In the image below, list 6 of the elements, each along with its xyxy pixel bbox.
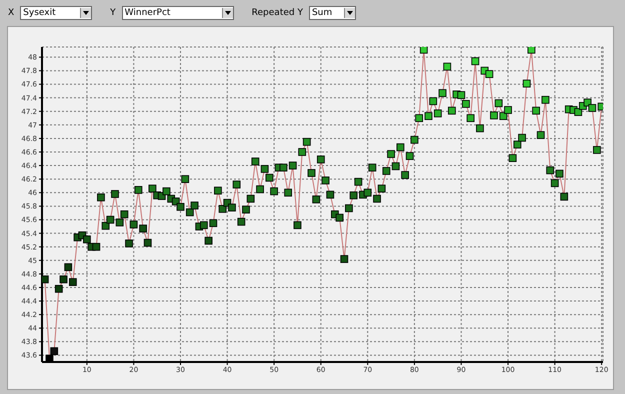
text: X <box>8 8 14 18</box>
text: WinnerPct <box>124 8 170 18</box>
text: Sum <box>310 8 332 18</box>
text: Y <box>110 8 116 18</box>
text: Repeated Y <box>252 8 303 18</box>
text: Sysexit <box>22 8 56 18</box>
